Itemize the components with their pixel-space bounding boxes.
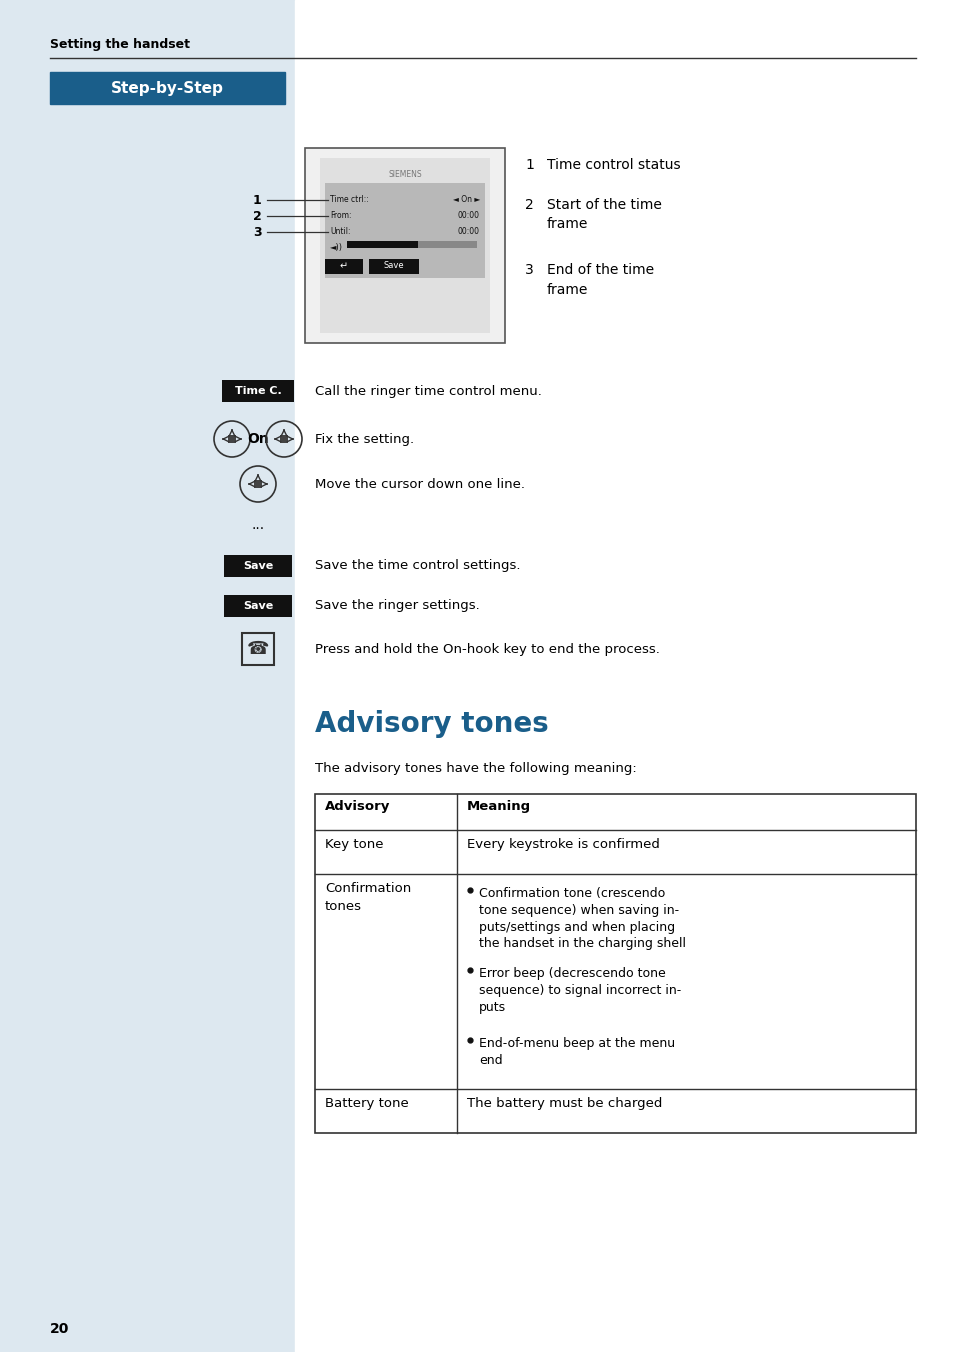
Text: ...: ... xyxy=(252,518,264,531)
Text: 20: 20 xyxy=(50,1322,70,1336)
Text: 1: 1 xyxy=(524,158,534,172)
Text: Key tone: Key tone xyxy=(325,838,383,850)
Text: Save the ringer settings.: Save the ringer settings. xyxy=(314,599,479,612)
Bar xyxy=(369,260,418,274)
Text: 3: 3 xyxy=(253,226,261,238)
Bar xyxy=(319,158,490,333)
Text: Every keystroke is confirmed: Every keystroke is confirmed xyxy=(467,838,659,850)
Text: End-of-menu beep at the menu
end: End-of-menu beep at the menu end xyxy=(478,1037,675,1067)
Text: Confirmation tone (crescendo
tone sequence) when saving in-
puts/settings and wh: Confirmation tone (crescendo tone sequen… xyxy=(478,887,685,950)
Text: Advisory: Advisory xyxy=(325,800,390,813)
Text: Fix the setting.: Fix the setting. xyxy=(314,433,414,446)
Text: Error beep (decrescendo tone
sequence) to signal incorrect in-
puts: Error beep (decrescendo tone sequence) t… xyxy=(478,967,680,1014)
Bar xyxy=(228,435,235,443)
Text: 00:00: 00:00 xyxy=(457,211,479,220)
Text: Advisory tones: Advisory tones xyxy=(314,710,548,738)
Bar xyxy=(224,595,292,617)
Bar xyxy=(347,241,476,247)
Text: Call the ringer time control menu.: Call the ringer time control menu. xyxy=(314,384,541,397)
Bar xyxy=(347,241,418,247)
Text: Start of the time
frame: Start of the time frame xyxy=(546,197,661,231)
Bar xyxy=(50,72,285,104)
Text: Step-by-Step: Step-by-Step xyxy=(111,81,224,96)
Text: Time C.: Time C. xyxy=(234,387,281,396)
Text: Press and hold the On-hook key to end the process.: Press and hold the On-hook key to end th… xyxy=(314,642,659,656)
Bar xyxy=(325,183,484,279)
Text: Time ctrl::: Time ctrl:: xyxy=(330,195,369,204)
Text: ☎: ☎ xyxy=(247,639,269,658)
Text: 3: 3 xyxy=(524,264,533,277)
Bar xyxy=(325,260,363,274)
Text: From:: From: xyxy=(330,211,351,220)
Bar xyxy=(224,556,292,577)
Text: Meaning: Meaning xyxy=(467,800,531,813)
Text: Save: Save xyxy=(383,261,404,270)
Text: 1: 1 xyxy=(253,193,261,207)
Bar xyxy=(294,0,953,1352)
Text: End of the time
frame: End of the time frame xyxy=(546,264,654,296)
Text: Until:: Until: xyxy=(330,227,350,237)
Text: Save the time control settings.: Save the time control settings. xyxy=(314,560,520,572)
Text: Time control status: Time control status xyxy=(546,158,679,172)
Text: Save: Save xyxy=(243,561,273,571)
Text: The battery must be charged: The battery must be charged xyxy=(467,1096,661,1110)
Bar xyxy=(222,380,294,402)
Text: On: On xyxy=(247,433,269,446)
Bar xyxy=(0,0,294,1352)
Bar xyxy=(253,480,262,488)
Text: SIEMENS: SIEMENS xyxy=(388,170,421,178)
Text: The advisory tones have the following meaning:: The advisory tones have the following me… xyxy=(314,763,636,775)
Text: Save: Save xyxy=(243,602,273,611)
Text: 2: 2 xyxy=(524,197,533,212)
Text: Move the cursor down one line.: Move the cursor down one line. xyxy=(314,477,524,491)
Text: Confirmation
tones: Confirmation tones xyxy=(325,882,411,913)
Text: 00:00: 00:00 xyxy=(457,227,479,237)
Bar xyxy=(314,794,915,1133)
Text: ↵: ↵ xyxy=(339,261,348,270)
Bar xyxy=(305,147,504,343)
Bar xyxy=(242,633,274,665)
Bar xyxy=(280,435,288,443)
Text: ◄ On ►: ◄ On ► xyxy=(453,195,479,204)
Text: ◄)): ◄)) xyxy=(330,243,343,251)
Text: Battery tone: Battery tone xyxy=(325,1096,408,1110)
Text: 2: 2 xyxy=(253,210,261,223)
Text: Setting the handset: Setting the handset xyxy=(50,38,190,51)
